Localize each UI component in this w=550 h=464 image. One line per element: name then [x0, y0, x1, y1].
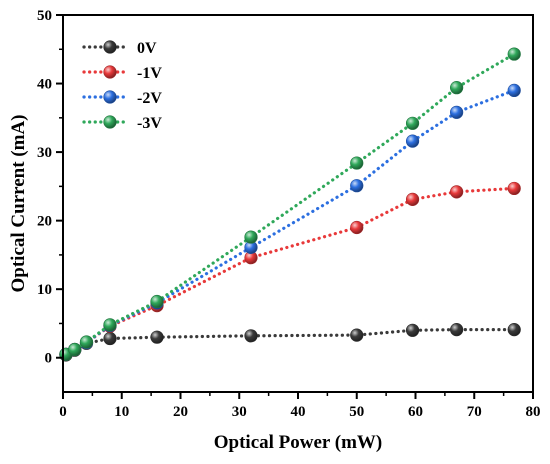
x-tick-label: 0 [59, 404, 67, 420]
data-point [450, 323, 464, 337]
plot-layer [59, 47, 521, 362]
y-tick-label: 10 [37, 282, 52, 298]
data-point [244, 230, 258, 244]
legend-marker [103, 40, 117, 54]
axis-ticks: 0 10 20 30 40 50 60 70 80 0 10 20 30 40 50 [37, 8, 541, 420]
y-axis-label: Optical Current (mA) [8, 114, 29, 292]
legend-item: -3V [82, 115, 162, 132]
data-point [103, 318, 117, 332]
data-point [103, 331, 117, 346]
legend: 0V -1V -2V -3V [82, 40, 162, 132]
y-tick-label: 20 [37, 214, 52, 230]
x-tick-label: 40 [291, 404, 306, 420]
x-tick-label: 80 [526, 404, 541, 420]
y-tick-label: 50 [37, 8, 52, 24]
legend-item: -2V [82, 90, 162, 107]
data-point [150, 294, 164, 309]
legend-item: 0V [82, 40, 157, 57]
data-point [350, 156, 364, 170]
series--3V [59, 47, 521, 361]
data-point [405, 134, 420, 148]
data-point [507, 47, 521, 61]
data-point [79, 335, 94, 349]
x-axis-label: Optical Power (mW) [214, 432, 383, 453]
series-0V [59, 323, 521, 362]
data-point [350, 220, 364, 235]
legend-marker [103, 65, 117, 79]
legend-marker [103, 115, 117, 129]
data-point [450, 185, 464, 199]
legend-label: -1V [137, 65, 162, 82]
data-point [507, 181, 521, 196]
x-tick-label: 10 [114, 404, 129, 420]
data-point [405, 116, 420, 130]
x-tick-label: 60 [408, 404, 423, 420]
data-point [350, 179, 364, 193]
data-point [350, 328, 364, 342]
x-tick-label: 50 [349, 404, 364, 420]
series-line [64, 52, 516, 356]
data-point [405, 192, 420, 206]
series-line [64, 328, 516, 357]
y-tick-label: 0 [45, 351, 53, 367]
data-point [405, 323, 420, 337]
data-point [507, 83, 521, 97]
data-point [244, 329, 258, 343]
y-tick-label: 40 [37, 77, 52, 93]
legend-item: -1V [82, 65, 162, 82]
x-tick-label: 70 [467, 404, 482, 420]
legend-label: -2V [137, 90, 162, 107]
legend-marker [103, 90, 117, 104]
legend-label: 0V [137, 40, 157, 57]
data-point [450, 81, 464, 95]
x-tick-label: 20 [173, 404, 188, 420]
legend-label: -3V [137, 115, 162, 132]
x-tick-label: 30 [232, 404, 247, 420]
data-point [68, 342, 82, 357]
data-point [450, 105, 464, 119]
y-tick-label: 30 [37, 145, 52, 161]
data-point [150, 330, 164, 344]
data-point [507, 323, 521, 337]
